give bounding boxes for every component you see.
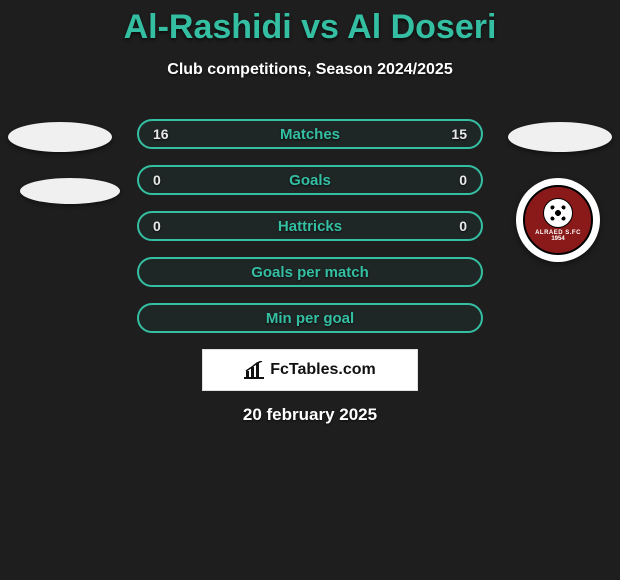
player-left-avatar	[8, 122, 112, 152]
stat-label: Min per goal	[266, 310, 354, 327]
stat-label: Matches	[280, 126, 340, 143]
stat-row-min-per-goal: Min per goal	[137, 303, 483, 333]
stat-row-hattricks: 0 Hattricks 0	[137, 211, 483, 241]
comparison-card: Al-Rashidi vs Al Doseri Club competition…	[0, 0, 620, 580]
stat-row-goals-per-match: Goals per match	[137, 257, 483, 287]
stat-label: Goals	[289, 172, 331, 189]
soccer-ball-icon	[543, 198, 573, 228]
stat-right-value: 0	[437, 218, 467, 234]
stat-right-value: 0	[437, 172, 467, 188]
stat-row-goals: 0 Goals 0	[137, 165, 483, 195]
page-title: Al-Rashidi vs Al Doseri	[0, 0, 620, 47]
subtitle: Club competitions, Season 2024/2025	[0, 61, 620, 79]
stat-label: Goals per match	[251, 264, 369, 281]
player-left-club-placeholder	[20, 178, 120, 204]
stat-label: Hattricks	[278, 218, 342, 235]
stat-row-matches: 16 Matches 15	[137, 119, 483, 149]
brand-badge[interactable]: FcTables.com	[202, 349, 418, 391]
bar-chart-icon	[244, 361, 264, 379]
stat-left-value: 0	[153, 172, 183, 188]
stat-left-value: 16	[153, 126, 183, 142]
stat-right-value: 15	[437, 126, 467, 142]
player-right-avatar	[508, 122, 612, 152]
stat-left-value: 0	[153, 218, 183, 234]
player-right-club-badge: ALRAED S.FC 1954	[516, 178, 600, 262]
club-badge-inner: ALRAED S.FC 1954	[523, 185, 593, 255]
brand-text: FcTables.com	[270, 361, 376, 379]
club-year: 1954	[551, 236, 564, 242]
footer-date: 20 february 2025	[0, 405, 620, 425]
